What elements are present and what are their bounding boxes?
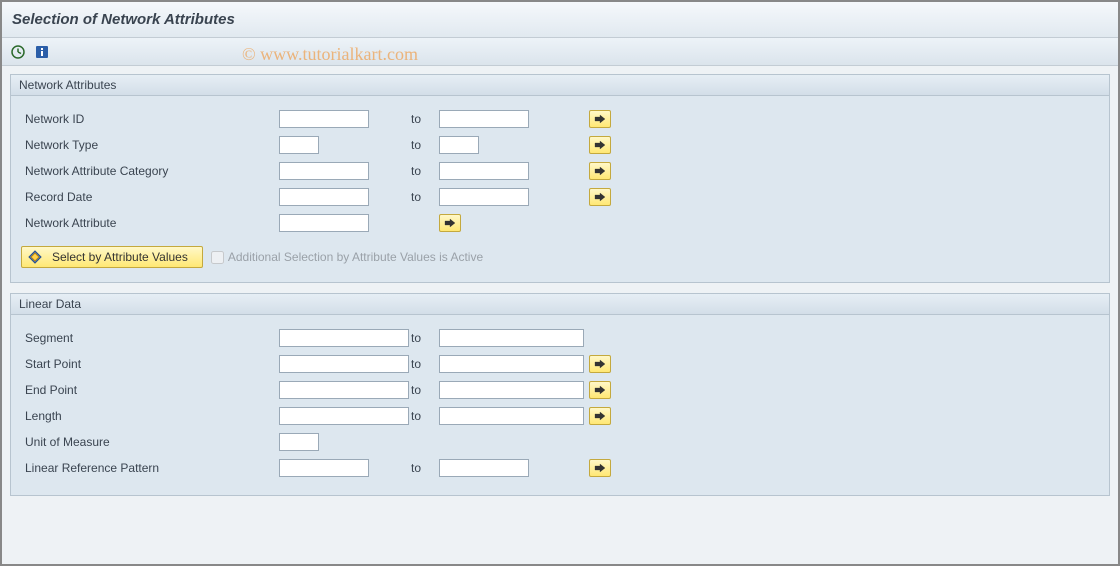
group-header-network: Network Attributes [11,75,1109,96]
multi-select-network-id[interactable] [589,110,611,128]
row-network-type: Network Type to [19,132,1101,158]
input-network-attribute-from[interactable] [279,214,369,232]
arrow-right-icon [594,114,606,124]
arrow-right-icon [594,411,606,421]
multi-select-lrp[interactable] [589,459,611,477]
input-network-id-to[interactable] [439,110,529,128]
additional-selection-checkbox [211,251,224,264]
clock-execute-icon [10,44,26,60]
row-start-point: Start Point to [19,351,1101,377]
group-network-attributes: Network Attributes Network ID to Network… [10,74,1110,283]
input-uom[interactable] [279,433,319,451]
arrow-right-icon [594,140,606,150]
multi-select-attr-category[interactable] [589,162,611,180]
arrow-right-icon [594,463,606,473]
input-attr-category-from[interactable] [279,162,369,180]
multi-select-start-point[interactable] [589,355,611,373]
content: Network Attributes Network ID to Network… [2,66,1118,514]
toolbar [2,38,1118,66]
input-length-to[interactable] [439,407,584,425]
input-start-point-from[interactable] [279,355,409,373]
to-label: to [409,357,439,371]
input-network-type-to[interactable] [439,136,479,154]
multi-select-record-date[interactable] [589,188,611,206]
multi-select-network-type[interactable] [589,136,611,154]
input-end-point-to[interactable] [439,381,584,399]
diamond-icon [28,250,42,264]
label-record-date: Record Date [19,190,279,204]
group-body-network: Network ID to Network Type to Network [11,96,1109,272]
select-by-values-row: Select by Attribute Values Additional Se… [19,246,1101,268]
input-segment-from[interactable] [279,329,409,347]
window: Selection of Network Attributes © www.tu… [0,0,1120,566]
to-label: to [409,112,439,126]
input-record-date-to[interactable] [439,188,529,206]
multi-select-end-point[interactable] [589,381,611,399]
to-label: to [409,164,439,178]
additional-selection-label: Additional Selection by Attribute Values… [228,250,483,264]
row-lrp: Linear Reference Pattern to [19,455,1101,481]
label-start-point: Start Point [19,357,279,371]
row-attr-category: Network Attribute Category to [19,158,1101,184]
to-label: to [409,409,439,423]
input-segment-to[interactable] [439,329,584,347]
input-network-id-from[interactable] [279,110,369,128]
to-label: to [409,461,439,475]
group-linear-data: Linear Data Segment to Start Point to [10,293,1110,496]
input-record-date-from[interactable] [279,188,369,206]
input-network-type-from[interactable] [279,136,319,154]
group-header-linear: Linear Data [11,294,1109,315]
execute-button[interactable] [8,42,28,62]
row-network-id: Network ID to [19,106,1101,132]
label-segment: Segment [19,331,279,345]
page-title: Selection of Network Attributes [12,11,235,28]
to-label: to [409,383,439,397]
group-body-linear: Segment to Start Point to End Point [11,315,1109,485]
row-length: Length to [19,403,1101,429]
row-network-attribute: Network Attribute [19,210,1101,236]
arrow-right-icon [444,218,456,228]
row-segment: Segment to [19,325,1101,351]
arrow-right-icon [594,192,606,202]
label-lrp: Linear Reference Pattern [19,461,279,475]
label-network-id: Network ID [19,112,279,126]
to-label: to [409,190,439,204]
titlebar: Selection of Network Attributes [2,2,1118,38]
input-end-point-from[interactable] [279,381,409,399]
to-label: to [409,138,439,152]
select-by-attribute-values-button[interactable]: Select by Attribute Values [21,246,203,268]
label-end-point: End Point [19,383,279,397]
row-end-point: End Point to [19,377,1101,403]
arrow-right-icon [594,166,606,176]
input-attr-category-to[interactable] [439,162,529,180]
label-network-type: Network Type [19,138,279,152]
label-uom: Unit of Measure [19,435,279,449]
select-by-attribute-values-label: Select by Attribute Values [52,250,188,264]
label-attr-category: Network Attribute Category [19,164,279,178]
additional-selection-checkbox-wrapper: Additional Selection by Attribute Values… [211,250,483,264]
info-button[interactable] [32,42,52,62]
row-uom: Unit of Measure [19,429,1101,455]
row-record-date: Record Date to [19,184,1101,210]
label-network-attribute: Network Attribute [19,216,279,230]
input-lrp-from[interactable] [279,459,369,477]
input-length-from[interactable] [279,407,409,425]
arrow-right-icon [594,359,606,369]
multi-select-length[interactable] [589,407,611,425]
input-lrp-to[interactable] [439,459,529,477]
arrow-right-icon [594,385,606,395]
multi-select-network-attribute[interactable] [439,214,461,232]
label-length: Length [19,409,279,423]
to-label: to [409,331,439,345]
info-icon [35,45,49,59]
input-start-point-to[interactable] [439,355,584,373]
